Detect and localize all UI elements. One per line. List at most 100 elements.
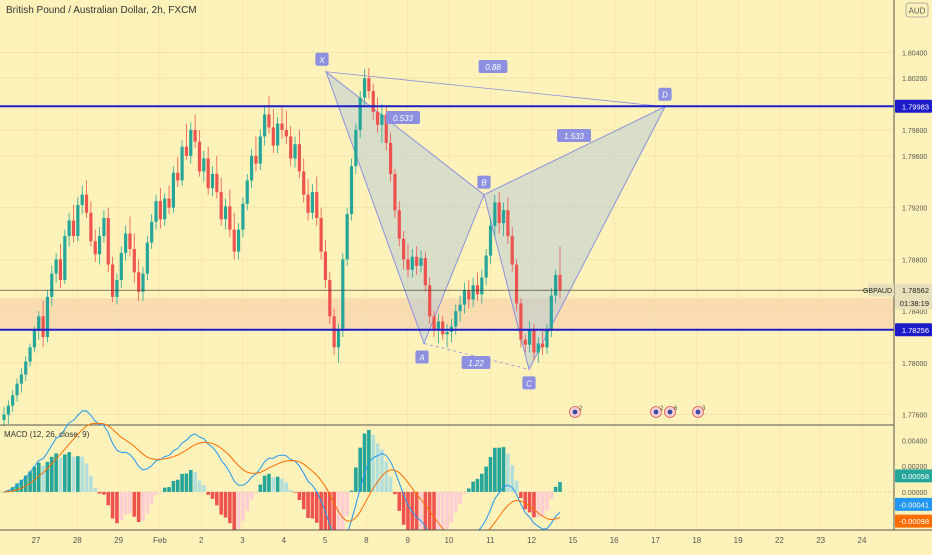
macd-histogram-bar	[93, 487, 98, 492]
pattern-triangle-bcd[interactable]	[483, 105, 667, 371]
macd-histogram-bar	[28, 471, 32, 492]
currency-badge[interactable]: AUD	[909, 7, 926, 16]
lower-level-badge: 1.78256	[902, 326, 929, 335]
price-tick-label: 1.78000	[902, 361, 927, 368]
macd-histogram-bar	[80, 456, 84, 492]
pattern-point-d-bg	[658, 87, 672, 101]
macd-histogram-bar	[414, 491, 419, 536]
macd-histogram-bar	[206, 491, 210, 495]
candle-body	[436, 321, 440, 330]
candle-body	[549, 295, 553, 331]
macd-histogram-bar	[553, 486, 558, 492]
macd-value-badge: 0.00058	[902, 472, 929, 481]
macd-histogram-bar	[97, 491, 102, 494]
macd-histogram-bar	[19, 479, 24, 492]
price-tick-label: 1.78800	[902, 257, 927, 264]
candle-body	[258, 136, 262, 164]
event-markers[interactable]: 2 2 6 3	[569, 406, 707, 418]
candle-body	[154, 201, 158, 222]
price-tick-label: 1.79200	[902, 206, 927, 213]
candle-body	[145, 242, 149, 274]
macd-histogram-bar	[280, 478, 284, 492]
macd-histogram-bar	[15, 483, 19, 492]
candle-body	[176, 172, 180, 181]
macd-histogram-bar	[241, 491, 245, 522]
candle-body	[419, 258, 423, 266]
candle-body	[215, 173, 219, 193]
candle-body	[358, 97, 362, 130]
time-axis[interactable]: 27 28 29 Feb 2 3 4 5 8 9 10 11 12 15 16 17 18 19 22 23 24	[32, 536, 867, 545]
currency-badge-frame[interactable]	[905, 2, 929, 18]
candle-body	[124, 233, 128, 253]
last-price-symbol-bg	[868, 283, 894, 297]
candle-body	[293, 144, 297, 159]
signal-value-badge-bg	[895, 497, 932, 511]
macd-histogram-bar	[63, 454, 67, 492]
candle-body	[84, 194, 89, 213]
symbol-title[interactable]: British Pound / Australian Dollar, 2h, F…	[6, 5, 197, 16]
pattern-triangle-xab[interactable]	[324, 70, 485, 345]
candle-body	[380, 114, 384, 125]
candle-body	[471, 285, 475, 300]
countdown-badge: 01:38:19	[900, 299, 929, 308]
pattern-point-b: B	[481, 179, 487, 188]
macd-histogram-bar	[232, 491, 237, 530]
price-axis[interactable]: 1.77600 1.78000 1.78400 1.78800 1.79200 1.796…	[902, 50, 927, 419]
macd-histogram-bar	[314, 491, 319, 523]
macd-histogram-bar	[527, 491, 532, 513]
macd-histogram-bar	[388, 476, 393, 492]
pattern-ratio-bg	[557, 129, 591, 142]
macd-histogram-bar	[132, 491, 137, 517]
candle-body	[484, 255, 488, 278]
macd-histogram-bar	[419, 491, 423, 532]
candle-body	[454, 311, 458, 327]
candle-body	[93, 241, 97, 255]
macd-histogram-bar	[471, 481, 475, 492]
candle-body	[458, 304, 462, 312]
macd-histogram-bar	[267, 473, 271, 492]
pattern-ratio: 0.88	[485, 63, 501, 72]
price-tick-label: 1.78400	[902, 309, 927, 316]
harmonic-pattern[interactable]	[324, 70, 667, 371]
time-tick-label: 8	[364, 536, 369, 545]
macd-histogram-bar	[36, 462, 41, 492]
candle-body	[558, 274, 562, 291]
macd-histogram-bar	[362, 433, 367, 492]
histogram-value-badge-bg	[895, 514, 932, 528]
macd-histogram-bar	[453, 491, 458, 513]
candle-body	[202, 158, 206, 172]
candle-body	[297, 144, 301, 172]
candle-body	[2, 414, 6, 420]
macd-histogram-bar	[371, 434, 376, 492]
macd-title[interactable]: MACD (12, 26, close, 9)	[4, 430, 90, 439]
time-axis-background	[0, 530, 932, 550]
candle-body	[506, 210, 510, 237]
macd-histogram-bar	[141, 491, 145, 522]
macd-histogram-bar	[136, 491, 141, 523]
pattern-labels: X A B C D 0.533 0.88 1.533 1.22	[315, 52, 672, 390]
macd-histogram-bar	[149, 491, 154, 505]
event-flag-center	[695, 409, 701, 415]
candle-body	[271, 127, 275, 146]
time-tick-label: Feb	[153, 536, 167, 545]
macd-histogram-bar	[532, 491, 536, 518]
event-flag-center	[667, 409, 673, 415]
candle-body	[480, 277, 484, 295]
macd-histogram-bar	[128, 491, 132, 514]
candle-body	[241, 203, 245, 230]
candle-body	[284, 129, 288, 137]
candle-body	[519, 303, 523, 340]
signal-value-badge: -0.00041	[899, 500, 929, 509]
candle-body	[388, 142, 393, 174]
candle-body	[332, 316, 336, 348]
macd-value-badge-bg	[895, 469, 932, 483]
time-tick-label: 9	[405, 536, 410, 545]
candle-body	[510, 236, 514, 265]
upper-level-badge: 1.79983	[902, 102, 929, 111]
candle-body	[110, 264, 115, 297]
macd-histogram-bar	[384, 461, 389, 492]
candle-body	[132, 249, 136, 273]
candle-body	[441, 321, 445, 335]
